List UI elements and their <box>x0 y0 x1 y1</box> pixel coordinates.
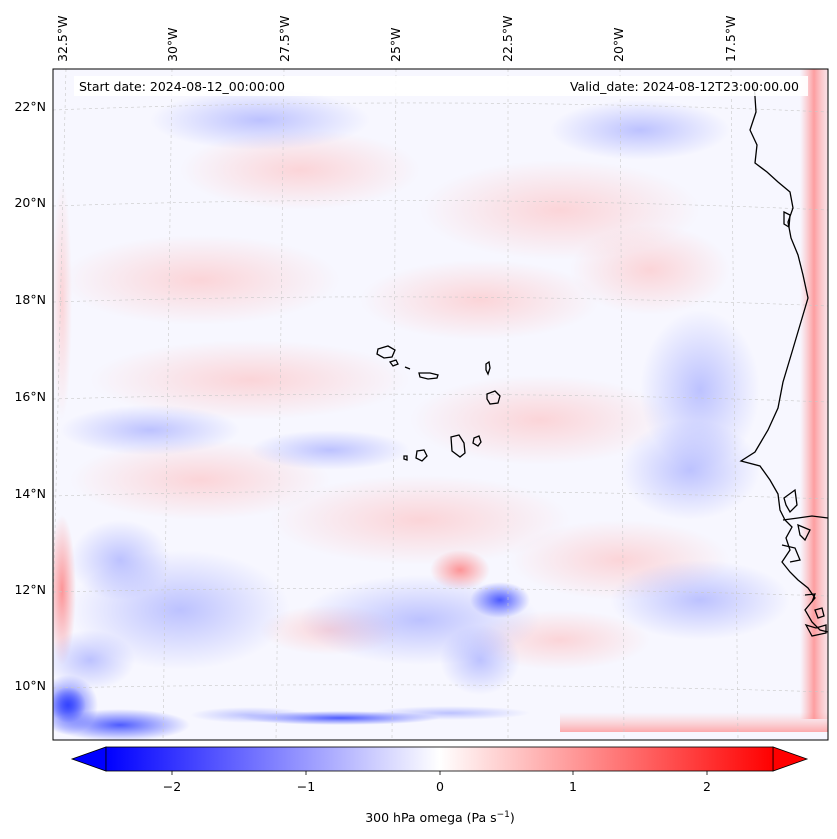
lat-label-20n: 20°N <box>14 195 46 210</box>
lat-label-16n: 16°N <box>14 389 46 404</box>
valid-date-text: Valid_date: 2024-08-12T23:00:00.00 <box>570 79 799 94</box>
lon-label-25w: 25°W <box>388 27 403 62</box>
header-box <box>74 76 808 96</box>
lat-label-10n: 10°N <box>14 678 46 693</box>
lat-labels: 22°N 20°N 18°N 16°N 14°N 12°N 10°N <box>14 99 46 693</box>
lat-label-22n: 22°N <box>14 99 46 114</box>
colorbar: −2 −1 0 1 2 300 hPa omega (Pa s−1) <box>70 746 809 825</box>
lon-label-20w: 20°W <box>611 27 626 62</box>
colorbar-tick-1: 1 <box>569 779 577 794</box>
lon-labels: 32.5°W 30°W 27.5°W 25°W 22.5°W 20°W 17.5… <box>55 16 738 62</box>
colorbar-ticks <box>171 771 708 775</box>
colorbar-tick-0: 0 <box>436 779 444 794</box>
colorbar-bar <box>105 746 774 772</box>
lon-label-32-5w: 32.5°W <box>55 16 70 62</box>
colorbar-max-arrow <box>772 746 809 772</box>
colorbar-tick-neg1: −1 <box>297 779 315 794</box>
colorbar-tick-neg2: −2 <box>163 779 181 794</box>
start-date-text: Start date: 2024-08-12_00:00:00 <box>79 79 285 94</box>
gridlines <box>53 69 828 740</box>
lon-label-27-5w: 27.5°W <box>277 16 292 62</box>
lat-label-14n: 14°N <box>14 486 46 501</box>
map-border <box>52 68 829 741</box>
lon-label-22-5w: 22.5°W <box>500 16 515 62</box>
colorbar-min-arrow <box>70 746 107 772</box>
map-field: Start date: 2024-08-12_00:00:00 Valid_da… <box>53 69 828 740</box>
lat-label-18n: 18°N <box>14 292 46 307</box>
lon-label-17-5w: 17.5°W <box>723 16 738 62</box>
african-coastline <box>739 81 828 637</box>
colorbar-tick-2: 2 <box>703 779 711 794</box>
colorbar-label: 300 hPa omega (Pa s−1) <box>365 810 515 825</box>
lat-label-12n: 12°N <box>14 582 46 597</box>
cape-verde-islands <box>376 345 501 462</box>
lon-label-30w: 30°W <box>165 27 180 62</box>
